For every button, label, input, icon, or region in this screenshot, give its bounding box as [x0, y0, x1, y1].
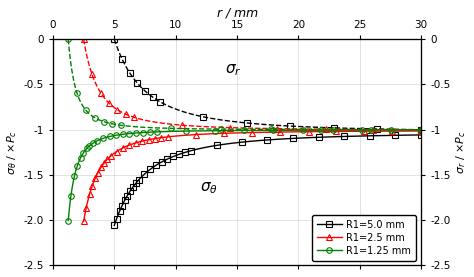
R1=1.25 mm	[205, 129, 211, 132]
Line: R1=2.5 mm: R1=2.5 mm	[81, 128, 424, 224]
Y-axis label: $\sigma_r$ / $\times P_c$: $\sigma_r$ / $\times P_c$	[455, 130, 468, 174]
R1=2.5 mm	[418, 129, 424, 133]
R1=2.5 mm	[81, 220, 86, 223]
Line: R1=5.0 mm: R1=5.0 mm	[111, 132, 424, 228]
R1=2.5 mm	[191, 133, 196, 136]
R1=1.25 mm	[320, 129, 326, 132]
R1=2.5 mm	[214, 132, 220, 135]
R1=5.0 mm	[335, 135, 340, 138]
R1=5.0 mm	[211, 144, 217, 147]
X-axis label: $r$ / mm: $r$ / mm	[216, 6, 258, 20]
Text: $\sigma_r$: $\sigma_r$	[225, 63, 241, 78]
R1=1.25 mm	[65, 219, 71, 222]
Legend: R1=5.0 mm, R1=2.5 mm, R1=1.25 mm: R1=5.0 mm, R1=2.5 mm, R1=1.25 mm	[312, 215, 416, 261]
R1=5.0 mm	[304, 136, 310, 139]
R1=1.25 mm	[181, 129, 186, 133]
Line: R1=1.25 mm: R1=1.25 mm	[65, 127, 424, 223]
R1=2.5 mm	[121, 146, 127, 149]
Text: $\sigma_\theta$: $\sigma_\theta$	[200, 180, 218, 196]
R1=5.0 mm	[333, 135, 338, 138]
R1=2.5 mm	[326, 130, 332, 133]
R1=5.0 mm	[148, 167, 154, 170]
R1=2.5 mm	[293, 130, 299, 134]
R1=5.0 mm	[111, 224, 117, 227]
R1=1.25 mm	[108, 135, 114, 138]
R1=2.5 mm	[324, 130, 330, 133]
R1=1.25 mm	[418, 128, 424, 132]
R1=1.25 mm	[322, 129, 328, 132]
R1=5.0 mm	[418, 133, 424, 137]
Y-axis label: $\sigma_\theta$ / $\times P_c$: $\sigma_\theta$ / $\times P_c$	[6, 130, 19, 175]
R1=1.25 mm	[287, 129, 293, 132]
R1=5.0 mm	[233, 141, 238, 144]
